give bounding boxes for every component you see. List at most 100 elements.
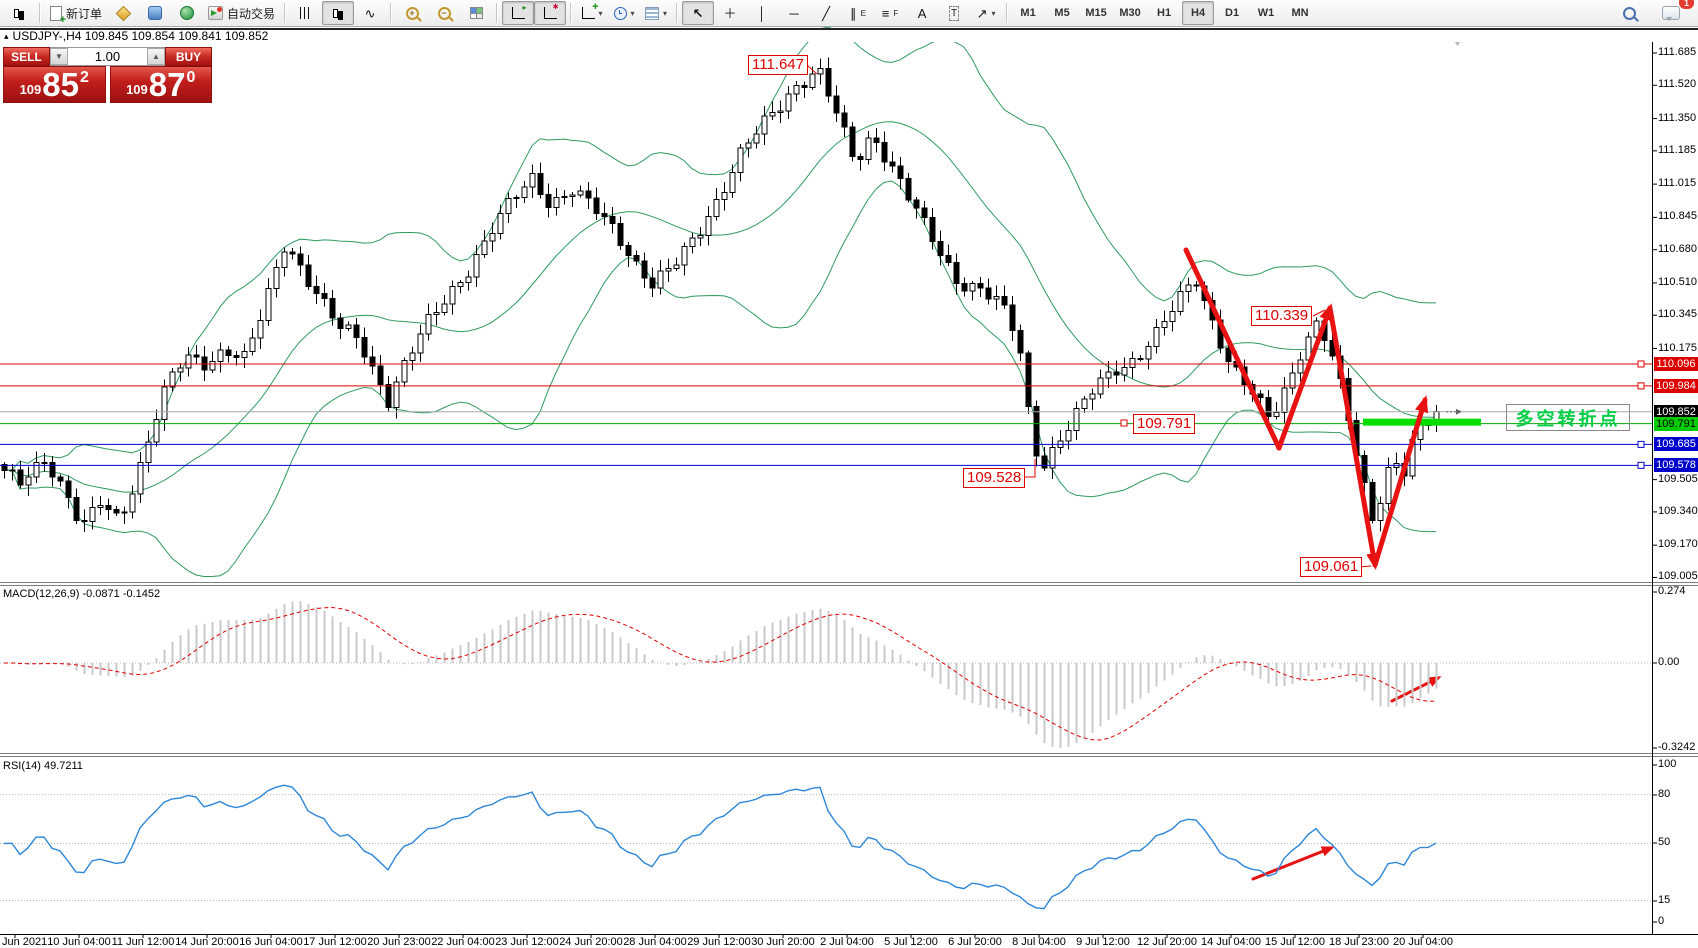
timeframe-button-M5[interactable]: M5 [1054,7,1070,19]
time-axis-label[interactable]: 30 Jun 20:00 [751,936,815,948]
time-axis-label[interactable]: 5 Jul 12:00 [884,936,938,948]
price-tick-label: 110.510 [1658,275,1697,288]
time-axis-label[interactable]: 24 Jun 20:00 [559,936,623,948]
rsi-tick-label: 0 [1658,915,1665,927]
styles-button[interactable] [107,1,139,25]
indicators-button[interactable]: ▾ [576,1,608,25]
time-axis-label[interactable]: 22 Jun 04:00 [431,936,495,948]
periods-button[interactable]: ▾ [608,1,640,25]
chart-window-button[interactable] [3,1,35,25]
time-axis-label[interactable]: 18 Jul 23:00 [1329,936,1389,948]
lot-size-value[interactable]: 1.00 [94,49,121,64]
time-axis-label[interactable]: 28 Jun 04:00 [623,936,687,948]
price-highlight-109.578: 109.578 [1654,458,1698,473]
auto-trading-icon [208,6,224,20]
time-axis-label[interactable]: 10 Jun 04:00 [47,936,111,948]
time-axis-label[interactable]: 12 Jul 20:00 [1137,936,1197,948]
text-label-button[interactable]: T [938,1,970,25]
timeframe-button-M30[interactable]: M30 [1119,7,1141,19]
lot-increase-button[interactable]: ▲ [147,48,165,65]
sell-price-pip: 2 [80,69,89,86]
time-axis-label[interactable]: 11 Jun 12:00 [111,936,175,948]
timeframe-button-M1[interactable]: M1 [1020,7,1036,19]
time-axis-label[interactable]: 8 Jul 04:00 [1012,936,1066,948]
timeframe-button-D1[interactable]: D1 [1225,7,1240,19]
rsi-tick-label: 100 [1658,758,1677,770]
time-axis-label[interactable]: 23 Jun 12:00 [495,936,559,948]
tile-windows-button[interactable] [460,1,492,25]
bar-chart-button[interactable] [290,1,322,25]
chevron-down-icon: ▾ [991,8,996,18]
new-order-button[interactable]: 新订单 [45,1,107,26]
timeframe-button-MN[interactable]: MN [1291,7,1309,19]
sell-price-display[interactable]: 109 85 2 [3,66,106,103]
time-axis-label[interactable]: 16 Jun 04:00 [239,936,303,948]
text-button[interactable]: A [906,1,938,25]
text-icon: A [917,5,927,21]
trend-note-annotation[interactable]: 多空转折点 [1506,404,1630,431]
search-button[interactable] [1613,1,1645,25]
channel-icon: ∥ [850,5,857,21]
time-axis-label[interactable]: Jun 2021 [2,936,48,948]
time-axis-label[interactable]: 29 Jun 12:00 [687,936,751,948]
candlestick-chart-button[interactable] [322,1,355,25]
chart-shift-button[interactable] [534,1,567,25]
toolbar-separator [496,3,499,23]
fibonacci-button[interactable]: ≡ F [874,1,906,25]
timeframe-button-M15[interactable]: M15 [1085,7,1107,19]
buy-price-display[interactable]: 109 87 0 [109,66,212,103]
horizontal-line-button[interactable]: ─ [778,1,810,25]
price-tick-label: 109.005 [1658,570,1698,583]
cursor-button[interactable]: ↖ [682,1,715,25]
lot-decrease-button[interactable]: ▼ [50,48,68,65]
price-tick-label: 111.350 [1658,111,1697,124]
zoom-in-button[interactable]: + [396,1,428,25]
buy-price-prefix: 109 [126,82,148,97]
price-annotation-109.791[interactable]: 109.791 [1133,414,1196,434]
time-axis-label[interactable]: 14 Jul 04:00 [1201,936,1261,948]
timeframe-button-H1[interactable]: H1 [1157,7,1172,19]
trendline-button[interactable]: ╱ [810,1,842,25]
time-axis-label[interactable]: 15 Jul 12:00 [1265,936,1325,948]
rsi-tick-label: 80 [1658,788,1671,800]
toolbar-separator [1006,3,1009,23]
chart-shift-icon [543,3,559,19]
notifications-button[interactable]: 1 [1655,0,1695,25]
timeframe-button-W1[interactable]: W1 [1257,7,1275,19]
auto-scroll-button[interactable] [502,1,535,25]
price-annotation-109.528[interactable]: 109.528 [963,468,1026,488]
add-indicator-icon [581,1,599,19]
price-annotation-109.061[interactable]: 109.061 [1300,557,1363,577]
time-axis-label[interactable]: 2 Jul 04:00 [820,936,874,948]
new-order-icon [50,5,66,26]
sell-button[interactable]: SELL [3,47,50,66]
price-highlight-109.791: 109.791 [1654,416,1698,431]
buy-button[interactable]: BUY [165,47,212,66]
auto-trading-button[interactable]: 自动交易 [203,1,280,25]
price-annotation-111.647[interactable]: 111.647 [748,55,808,75]
market-watch-button[interactable] [139,1,171,25]
arrows-button[interactable]: ↗ ▾ [970,1,1002,25]
line-chart-icon: ∿ [364,5,376,21]
time-axis-label[interactable]: 20 Jul 04:00 [1393,936,1453,948]
notification-badge: 1 [1678,0,1695,10]
equidistant-channel-button[interactable]: ∥ E [842,1,874,25]
time-axis-label[interactable]: 6 Jul 20:00 [948,936,1002,948]
price-highlight-109.852: 109.852 [1654,404,1698,419]
crosshair-button[interactable]: ＋ [714,1,746,25]
price-annotation-110.339[interactable]: 110.339 [1251,306,1313,326]
line-chart-button[interactable]: ∿ [354,1,386,25]
clock-icon [613,6,627,20]
time-axis-label[interactable]: 14 Jun 20:00 [175,936,239,948]
vertical-line-button[interactable]: │ [746,1,778,25]
time-axis-label[interactable]: 17 Jun 12:00 [303,936,367,948]
time-axis-label[interactable]: 20 Jun 23:00 [367,936,431,948]
templates-button[interactable]: ▾ [640,1,672,25]
time-axis-label[interactable]: 9 Jul 12:00 [1076,936,1130,948]
timeframe-button-H4[interactable]: H4 [1182,1,1215,25]
news-button[interactable] [171,1,203,25]
arrows-icon: ↗ [976,5,988,21]
lot-size-spinner[interactable]: ▼ 1.00 ▲ [50,47,165,66]
zoom-out-button[interactable]: − [428,1,460,25]
